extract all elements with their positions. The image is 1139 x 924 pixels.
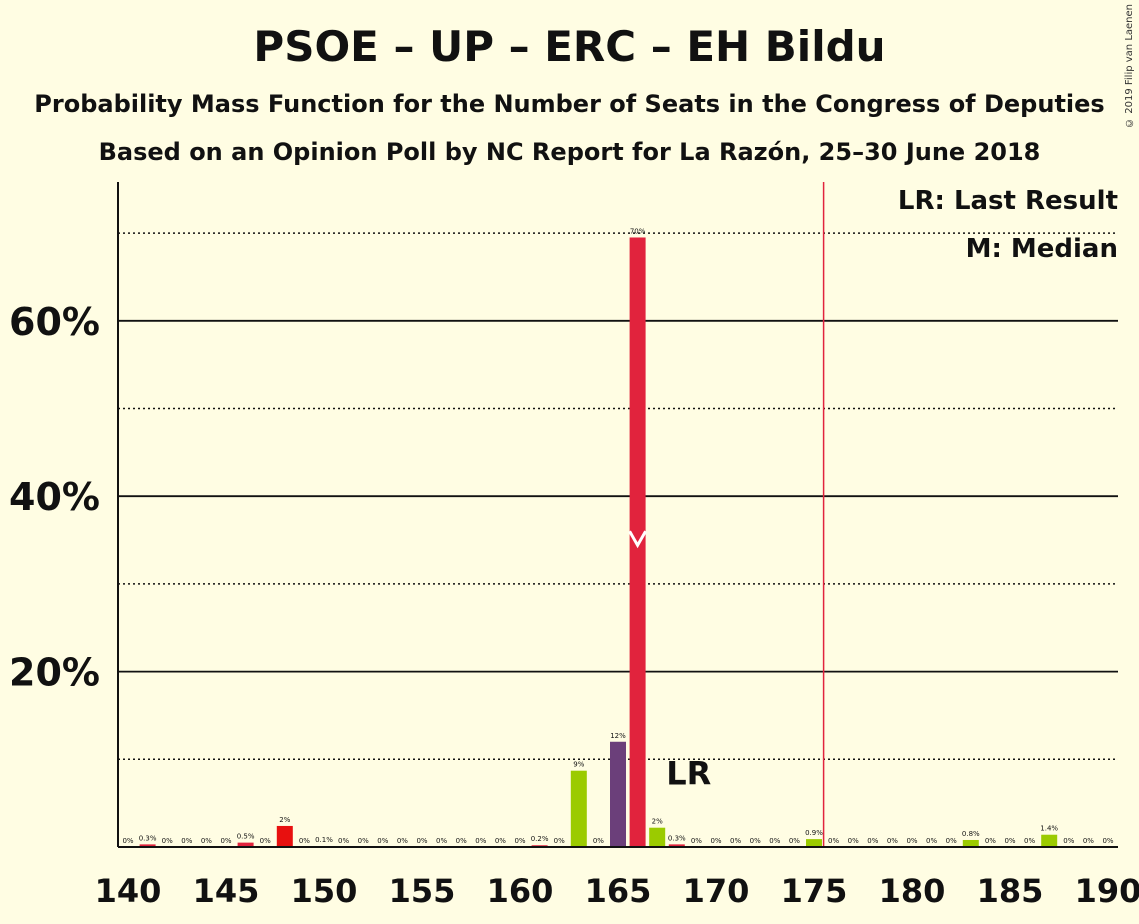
chart-source: Based on an Opinion Poll by NC Report fo… bbox=[98, 138, 1041, 166]
bar-value-label: 0% bbox=[828, 837, 839, 845]
bar-value-label: 70% bbox=[630, 227, 646, 235]
bar-value-label: 0.8% bbox=[962, 830, 980, 838]
y-tick-label: 60% bbox=[9, 300, 100, 344]
bar-value-label: 0% bbox=[338, 837, 349, 845]
bar-value-label: 0% bbox=[946, 837, 957, 845]
bar-value-label: 0.3% bbox=[139, 834, 157, 842]
bar-value-label: 0% bbox=[1024, 837, 1035, 845]
bar-value-label: 0% bbox=[162, 837, 173, 845]
x-tick-label: 180 bbox=[879, 872, 946, 910]
chart-title: PSOE – UP – ERC – EH Bildu bbox=[253, 22, 886, 71]
bar-value-label: 0% bbox=[554, 837, 565, 845]
last-result-marker: LR bbox=[666, 754, 711, 792]
bar-value-label: 0% bbox=[122, 837, 133, 845]
bar-value-label: 0% bbox=[260, 837, 271, 845]
bar-value-label: 0.9% bbox=[805, 829, 823, 837]
legend-median: M: Median bbox=[966, 234, 1118, 264]
bar-value-label: 0% bbox=[750, 837, 761, 845]
y-tick-label: 40% bbox=[9, 475, 100, 519]
bar bbox=[1041, 834, 1058, 847]
bar-value-label: 1.4% bbox=[1040, 825, 1058, 833]
bar-value-label: 0% bbox=[1063, 837, 1074, 845]
legend-last-result: LR: Last Result bbox=[898, 186, 1118, 216]
bar-value-label: 0% bbox=[181, 837, 192, 845]
x-tick-label: 185 bbox=[977, 872, 1044, 910]
x-tick-label: 140 bbox=[95, 872, 162, 910]
bar-value-label: 0.2% bbox=[531, 835, 549, 843]
bar-value-label: 0% bbox=[495, 837, 506, 845]
bar-value-label: 2% bbox=[279, 816, 290, 824]
x-tick-label: 190 bbox=[1075, 872, 1139, 910]
bar-value-label: 0% bbox=[397, 837, 408, 845]
y-tick-label: 20% bbox=[9, 651, 100, 695]
bar-value-label: 0.3% bbox=[668, 834, 686, 842]
bar-value-label: 0% bbox=[887, 837, 898, 845]
bar-labels: 0% 0.3% 0% 0% 0% 0% 0.5% 0% 2% 0% 0.1% 0% 0% 0% 0% 0% 0%… bbox=[122, 227, 1113, 845]
x-tick-label: 150 bbox=[291, 872, 358, 910]
bar-value-label: 0% bbox=[456, 837, 467, 845]
bar bbox=[962, 839, 979, 847]
bar-value-label: 0% bbox=[593, 837, 604, 845]
chart-subtitle: Probability Mass Function for the Number… bbox=[34, 90, 1105, 118]
bar-value-label: 0% bbox=[1102, 837, 1113, 845]
bar-value-label: 0% bbox=[436, 837, 447, 845]
bar-value-label: 0.1% bbox=[315, 836, 333, 844]
bar-value-label: 0% bbox=[416, 837, 427, 845]
bar-value-label: 0% bbox=[730, 837, 741, 845]
bar-value-label: 0% bbox=[220, 837, 231, 845]
bar-value-label: 0% bbox=[299, 837, 310, 845]
gridlines bbox=[118, 232, 1118, 761]
bar-value-label: 0% bbox=[377, 837, 388, 845]
bars bbox=[139, 237, 1058, 848]
bar-value-label: 0% bbox=[710, 837, 721, 845]
bar-value-label: 0.5% bbox=[237, 833, 255, 841]
axes: 20% 40% 60% 140 145 150 155 160 165 170 175 180 185 1… bbox=[9, 182, 1139, 910]
bar-value-label: 0% bbox=[789, 837, 800, 845]
bar-value-label: 0% bbox=[1083, 837, 1094, 845]
bar-value-label: 0% bbox=[985, 837, 996, 845]
bar bbox=[610, 741, 626, 847]
x-tick-label: 145 bbox=[193, 872, 260, 910]
bar-value-label: 0% bbox=[475, 837, 486, 845]
x-tick-label: 165 bbox=[585, 872, 652, 910]
bar bbox=[570, 770, 587, 847]
bar-value-label: 0% bbox=[201, 837, 212, 845]
bar-value-label: 0% bbox=[769, 837, 780, 845]
bar-value-label: 0% bbox=[906, 837, 917, 845]
bar bbox=[668, 844, 685, 847]
median-marker bbox=[628, 530, 647, 549]
bar bbox=[806, 839, 822, 847]
bar-value-label: 0% bbox=[514, 837, 525, 845]
bar-value-label: 0% bbox=[358, 837, 369, 845]
x-tick-label: 155 bbox=[389, 872, 456, 910]
bar bbox=[139, 844, 156, 847]
bar bbox=[649, 827, 666, 847]
bar-value-label: 9% bbox=[573, 761, 584, 769]
bar-value-label: 0% bbox=[691, 837, 702, 845]
bar bbox=[276, 825, 293, 847]
bar bbox=[237, 842, 254, 847]
x-tick-label: 175 bbox=[781, 872, 848, 910]
bar-value-label: 0% bbox=[848, 837, 859, 845]
bar-value-label: 0% bbox=[926, 837, 937, 845]
bar-value-label: 12% bbox=[610, 732, 626, 740]
bar-value-label: 2% bbox=[652, 818, 663, 826]
bar bbox=[629, 237, 646, 848]
bar-value-label: 0% bbox=[867, 837, 878, 845]
bar-value-label: 0% bbox=[1004, 837, 1015, 845]
x-tick-label: 160 bbox=[487, 872, 554, 910]
x-tick-label: 170 bbox=[683, 872, 750, 910]
